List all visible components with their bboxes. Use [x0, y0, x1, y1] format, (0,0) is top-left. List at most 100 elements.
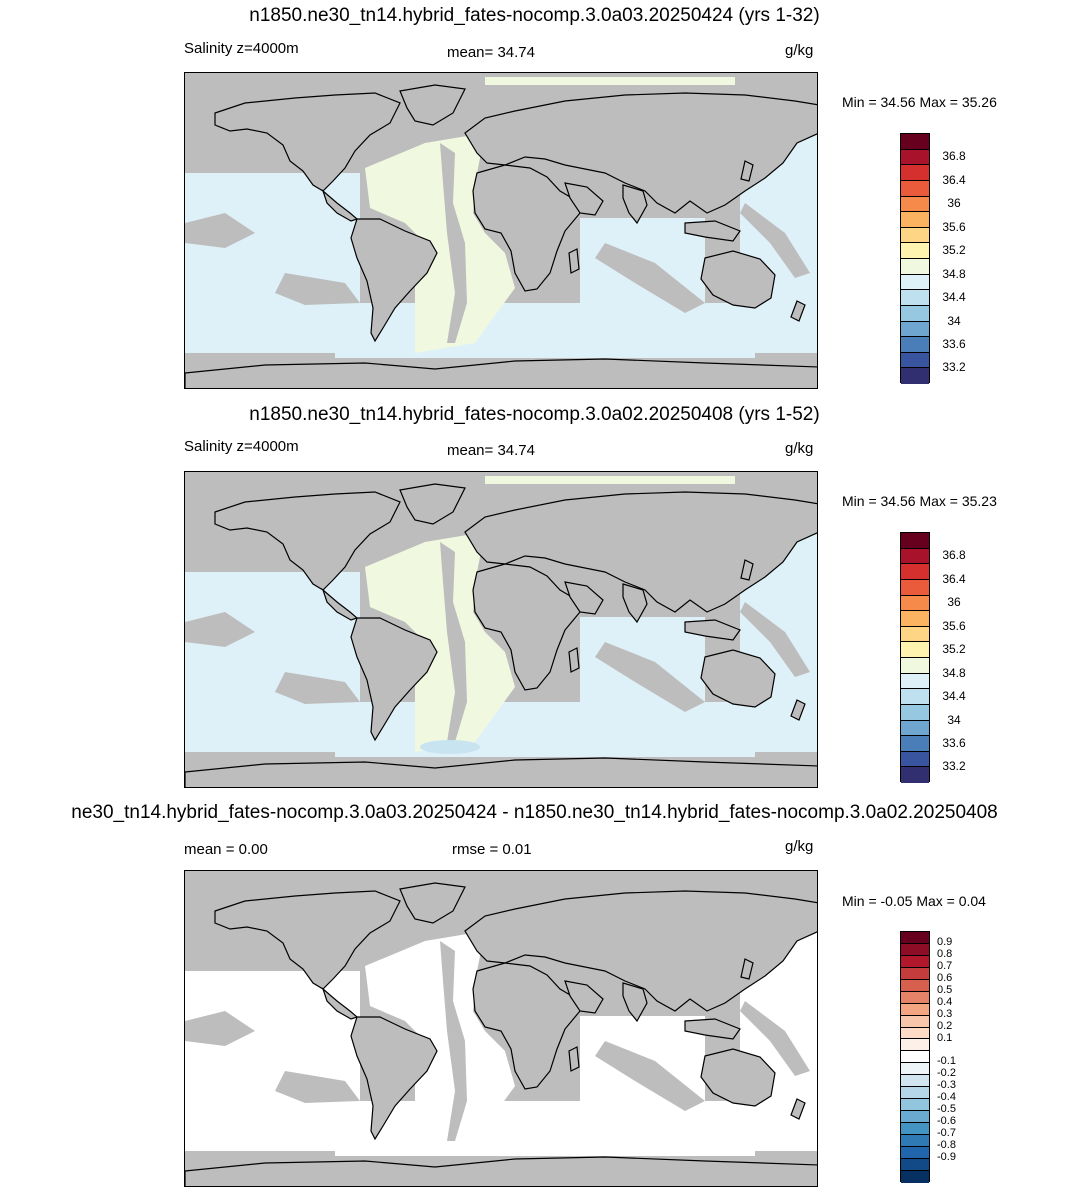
east-pacific-rise [275, 273, 360, 305]
coastline [790, 1098, 806, 1120]
arctic-patch [485, 77, 735, 85]
colorbar-tick-label: -0.6 [937, 1115, 956, 1128]
colorbar-tick-label: 33.2 [942, 360, 966, 375]
atlantic-ocean [365, 931, 515, 1151]
colorbar-tick-label: 0.6 [937, 971, 953, 984]
colorbar-swatch [901, 1134, 929, 1147]
colorbar-swatch [901, 548, 929, 565]
colorbar-swatch [901, 1003, 929, 1016]
colorbar-swatch [901, 1063, 929, 1076]
mid-atlantic-ridge [440, 143, 467, 343]
coastline [214, 491, 401, 591]
colorbar-tick-label: 34 [947, 313, 961, 328]
coastline [399, 84, 466, 126]
min-max-label: Min = 34.56 Max = 35.23 [842, 493, 997, 509]
colorbar-swatch [901, 720, 929, 737]
colorbar-swatch [901, 259, 929, 275]
colorbar-tick-label: -0.4 [937, 1091, 956, 1104]
panel-2: n1850.ne30_tn14.hybrid_fates-nocomp.3.0a… [184, 404, 997, 788]
panel-1: n1850.ne30_tn14.hybrid_fates-nocomp.3.0a… [0, 0, 1069, 395]
rmse-label: rmse = 0.01 [452, 841, 532, 858]
indian-ridge [595, 1041, 705, 1111]
colorbar-swatch [901, 305, 929, 322]
colorbar-tick-label: 0.3 [937, 1007, 953, 1020]
colorbar-swatch [901, 533, 929, 549]
colorbar-tick-label: 33.2 [942, 759, 966, 774]
colorbar-swatch [901, 1015, 929, 1028]
colorbar-swatch [901, 955, 929, 968]
colorbar-tick-label: -0.3 [937, 1079, 956, 1092]
colorbar-swatch [901, 642, 929, 658]
units-label: g/kg [785, 42, 814, 59]
coastline [622, 982, 648, 1023]
colorbar-swatch [901, 611, 929, 627]
coastline [564, 182, 604, 216]
indian-ridge [595, 642, 705, 712]
panel-title: n1850.ne30_tn14.hybrid_fates-nocomp.3.0a… [249, 5, 820, 26]
coastline [350, 1016, 438, 1141]
colorbar-swatch [901, 1075, 929, 1088]
atlantic-ocean [365, 532, 515, 752]
colorbar-swatch [901, 149, 929, 166]
colorbar-tick-label: 36.4 [942, 172, 966, 187]
coastline [684, 220, 741, 242]
coastline [568, 248, 580, 274]
coastline [185, 1156, 817, 1186]
colorbar-tick-label: 33.6 [942, 336, 966, 351]
colorbar-swatch [901, 1051, 929, 1064]
atlantic-ocean [365, 133, 515, 353]
mean-label: mean= 34.74 [447, 442, 535, 459]
coastline [700, 1048, 776, 1107]
colorbar-swatch [901, 352, 929, 369]
colorbar-swatch [901, 196, 929, 213]
colorbar-swatch [901, 673, 929, 690]
coastline [568, 1046, 580, 1072]
colorbar-swatch [901, 658, 929, 674]
colorbar-swatch [901, 689, 929, 705]
pacific-ridge [185, 1011, 255, 1046]
panel-title: ne30_tn14.hybrid_fates-nocomp.3.0a03.202… [71, 802, 998, 823]
colorbar-swatch [901, 751, 929, 768]
coastline [472, 962, 581, 1090]
world-map [184, 72, 818, 389]
colorbar-tick-label: 0.7 [937, 959, 953, 972]
coastline [399, 483, 466, 525]
colorbar-tick-label: -0.1 [937, 1055, 956, 1068]
coastline [684, 619, 741, 641]
min-max-label: Min = 34.56 Max = 35.26 [842, 94, 997, 110]
coastline [464, 890, 817, 1012]
colorbar-swatch [901, 579, 929, 596]
colorbar-tick-label: 0.1 [937, 1031, 953, 1044]
coastline [399, 882, 466, 924]
coastline [350, 617, 438, 742]
coastline [321, 189, 359, 222]
coastline [740, 160, 754, 182]
coastline [214, 890, 401, 990]
weddell-sea-patch [420, 740, 480, 754]
colorbar-tick-label: 36.8 [942, 149, 966, 164]
colorbar-swatch [901, 1099, 929, 1112]
colorbar-swatch [901, 1123, 929, 1135]
colorbar-tick-label: 0.9 [937, 935, 953, 948]
colorbar-tick-label: 36 [947, 196, 961, 211]
colorbar-tick-label: 35.2 [942, 642, 966, 657]
colorbar-tick-label: -0.9 [937, 1151, 956, 1164]
variable-label: Salinity z=4000m [184, 40, 299, 57]
units-label: g/kg [785, 838, 814, 855]
colorbar-swatch [901, 932, 929, 944]
colorbar-swatch [901, 991, 929, 1004]
colorbar-swatch [901, 736, 929, 752]
colorbar-swatch [901, 1027, 929, 1040]
coastline [622, 184, 648, 225]
colorbar [900, 931, 930, 1183]
colorbar-swatch [901, 337, 929, 353]
colorbar-tick-label: 34.8 [942, 665, 966, 680]
colorbar-swatch [901, 1158, 929, 1171]
mid-atlantic-ridge [440, 941, 467, 1141]
colorbar-swatch [901, 321, 929, 338]
coastline [568, 647, 580, 673]
arctic-patch [485, 476, 735, 484]
coastline [464, 491, 817, 613]
colorbar-swatch [901, 368, 929, 384]
